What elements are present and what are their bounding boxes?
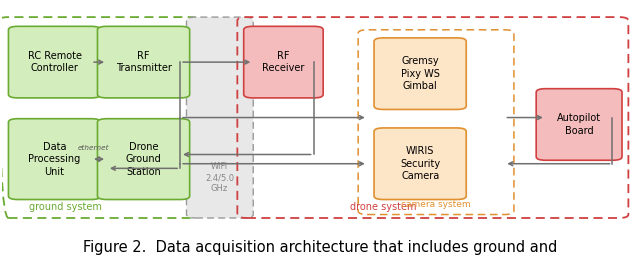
Text: RF
Transmitter: RF Transmitter — [116, 51, 172, 73]
FancyBboxPatch shape — [374, 38, 467, 110]
Text: Autopilot
Board: Autopilot Board — [557, 113, 601, 136]
Text: Data
Processing
Unit: Data Processing Unit — [28, 142, 81, 176]
Text: Gremsy
Pixy WS
Gimbal: Gremsy Pixy WS Gimbal — [401, 56, 440, 91]
FancyBboxPatch shape — [536, 89, 622, 160]
FancyBboxPatch shape — [186, 17, 253, 218]
Text: RF
Receiver: RF Receiver — [262, 51, 305, 73]
Text: Figure 2.  Data acquisition architecture that includes ground and: Figure 2. Data acquisition architecture … — [83, 240, 557, 255]
Text: WIRIS
Security
Camera: WIRIS Security Camera — [400, 146, 440, 181]
FancyBboxPatch shape — [8, 119, 100, 199]
FancyBboxPatch shape — [97, 119, 189, 199]
Text: RC Remote
Controller: RC Remote Controller — [28, 51, 81, 73]
Text: camera system: camera system — [401, 200, 470, 209]
FancyBboxPatch shape — [97, 26, 189, 98]
Text: ethernet: ethernet — [77, 145, 109, 151]
Text: ground system: ground system — [29, 201, 102, 211]
Text: Drone
Ground
Station: Drone Ground Station — [125, 142, 161, 176]
FancyBboxPatch shape — [244, 26, 323, 98]
Text: drone system: drone system — [350, 201, 417, 211]
Text: WiFi
2.4/5.0
GHz: WiFi 2.4/5.0 GHz — [205, 162, 234, 193]
FancyBboxPatch shape — [374, 128, 467, 199]
FancyBboxPatch shape — [8, 26, 100, 98]
